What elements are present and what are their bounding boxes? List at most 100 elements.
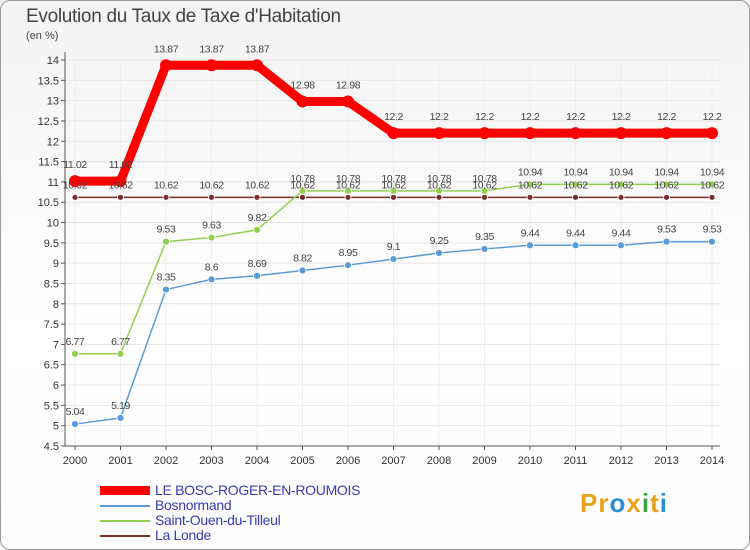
data-point: [662, 180, 671, 189]
y-tick-label: 14: [47, 55, 59, 67]
data-label: 8.35: [157, 272, 176, 284]
data-label: 10.62: [199, 179, 224, 191]
data-label: 6.77: [66, 336, 85, 348]
data-point: [71, 420, 79, 428]
data-label: 10.94: [700, 166, 725, 178]
data-label: 12.98: [290, 79, 315, 91]
data-label: 10.62: [654, 179, 679, 191]
legend-item-bosc-roger: LE BOSC-ROGER-EN-ROUMOIS: [100, 482, 460, 499]
data-point: [708, 193, 716, 201]
data-point: [207, 233, 216, 242]
data-point: [162, 193, 170, 201]
data-point: [526, 241, 534, 250]
data-point: [71, 193, 79, 201]
data-label: 12.2: [384, 111, 403, 123]
data-label: 10.62: [108, 179, 133, 191]
data-label: 10.62: [381, 179, 406, 191]
data-label: 9.53: [657, 224, 676, 236]
data-point: [389, 255, 398, 263]
data-label: 10.94: [654, 166, 679, 178]
x-tick-label: 2007: [381, 455, 405, 467]
data-point: [572, 193, 579, 201]
data-label: 9.63: [202, 220, 221, 232]
data-label: 12.2: [566, 111, 585, 123]
y-tick-label: 11.5: [38, 157, 59, 169]
data-label: 10.62: [63, 179, 88, 191]
data-point: [524, 127, 536, 140]
data-point: [116, 349, 125, 358]
data-label: 9.35: [475, 231, 494, 243]
data-label: 13.87: [154, 43, 179, 55]
data-point: [708, 180, 716, 189]
y-tick-label: 10: [47, 218, 59, 230]
y-tick-label: 8: [53, 299, 59, 311]
data-label: 10.62: [154, 179, 179, 191]
data-label: 10.62: [336, 179, 361, 191]
data-point: [69, 175, 81, 188]
data-label: 5.04: [66, 406, 85, 418]
data-label: 9.44: [521, 227, 540, 239]
x-tick-label: 2011: [564, 455, 588, 467]
data-point: [114, 175, 127, 188]
data-label: 9.44: [566, 227, 585, 239]
x-tick-label: 2001: [108, 455, 132, 467]
data-point: [481, 193, 488, 201]
chart-title: Evolution du Taux de Taxe d'Habitation: [26, 6, 341, 27]
data-label: 10.62: [609, 179, 634, 191]
data-point: [617, 180, 625, 189]
x-tick-label: 2004: [245, 455, 269, 467]
legend-label-bosc-roger: LE BOSC-ROGER-EN-ROUMOIS: [155, 482, 361, 498]
data-label: 9.1: [387, 241, 401, 253]
data-label: 12.2: [475, 111, 494, 123]
data-point: [660, 127, 673, 140]
data-point: [160, 59, 172, 72]
data-label: 10.78: [336, 173, 361, 185]
data-point: [435, 186, 443, 195]
data-point: [342, 95, 354, 108]
legend-label-la-londe: La Londe: [155, 527, 211, 543]
legend-item-la-londe: La Londe: [100, 527, 460, 544]
y-tick-label: 7: [53, 339, 59, 351]
data-point: [435, 249, 443, 257]
data-point: [617, 193, 625, 201]
y-tick-label: 11: [48, 177, 59, 189]
legend-swatch-bosnormand: [100, 505, 150, 507]
data-point: [71, 349, 79, 358]
data-point: [299, 193, 306, 201]
data-label: 12.98: [336, 79, 361, 91]
data-point: [390, 193, 397, 201]
data-label: 8.82: [293, 252, 312, 264]
legend-label-saint-ouen: Saint-Ouen-du-Tilleul: [155, 512, 281, 528]
data-point: [708, 237, 716, 246]
data-point: [253, 271, 261, 280]
y-tick-label: 12.5: [38, 116, 59, 128]
data-point: [571, 241, 580, 250]
data-label: 10.78: [290, 173, 315, 185]
y-tick-label: 9: [53, 258, 59, 270]
data-point: [617, 241, 625, 250]
data-point: [162, 285, 170, 294]
data-point: [387, 127, 400, 140]
data-label: 10.78: [472, 173, 497, 185]
y-tick-label: 5: [53, 421, 59, 433]
data-label: 10.62: [700, 179, 725, 191]
x-tick-label: 2014: [700, 455, 724, 467]
data-point: [344, 186, 352, 195]
legend-swatch-la-londe: [100, 535, 150, 537]
data-label: 12.2: [612, 111, 631, 123]
data-point: [433, 127, 445, 140]
data-label: 8.69: [248, 258, 267, 270]
data-point: [526, 180, 534, 189]
x-tick-label: 2006: [336, 455, 360, 467]
data-point: [435, 193, 443, 201]
data-label: 11.02: [63, 159, 87, 171]
data-point: [480, 245, 489, 253]
data-label: 12.2: [430, 111, 449, 123]
data-label: 9.25: [430, 235, 449, 247]
data-label: 10.78: [381, 173, 406, 185]
data-point: [480, 186, 489, 195]
data-label: 8.95: [339, 247, 358, 259]
data-label: 9.44: [612, 227, 631, 239]
data-label: 12.2: [703, 111, 722, 123]
y-tick-label: 6: [53, 380, 59, 392]
